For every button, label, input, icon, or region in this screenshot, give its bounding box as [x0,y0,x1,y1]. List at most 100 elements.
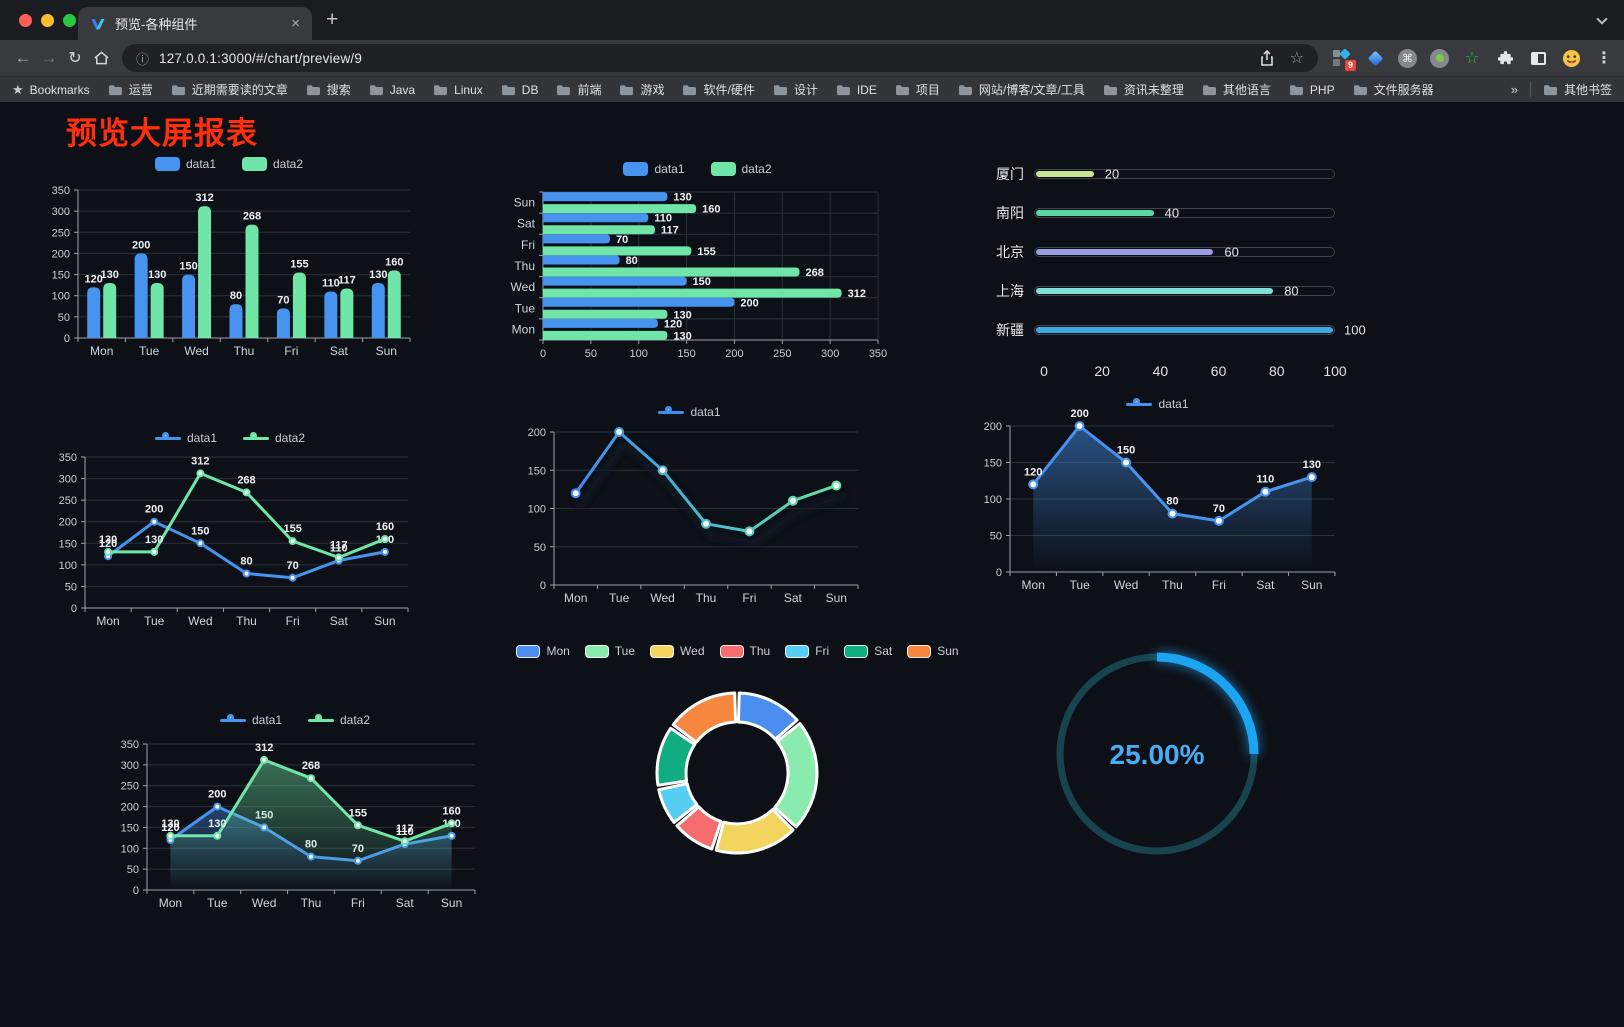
bar-data1-Mon[interactable] [87,287,101,338]
data-point-data1-Sun[interactable] [380,547,389,556]
bookmark-folder-item[interactable]: IDE [836,83,877,97]
puzzle-extension-icon[interactable] [1495,48,1515,68]
bookmark-folder-item[interactable]: 网站/博客/文章/工具 [958,81,1085,98]
bar-data1-Sat[interactable] [324,291,338,338]
new-tab-button[interactable]: + [326,8,339,31]
share-icon[interactable] [1260,50,1274,66]
legend-item-data1[interactable]: data1 [219,713,282,727]
donut-slice-Tue[interactable] [773,722,819,829]
bookmark-folder-item[interactable]: Linux [433,83,483,97]
bar-chart[interactable]: data1 data2 0 50 100 150 200 250 300 350 Mon Tue Wed… [40,150,418,366]
profile-avatar-icon[interactable] [1561,48,1581,68]
data-point-data2-Wed[interactable] [196,469,205,478]
legend-item-Thu[interactable]: Thu [719,644,770,658]
line-series[interactable] [570,427,846,547]
progress-row-新疆[interactable]: 新疆 100 [988,310,1366,349]
hbar-data2-Mon[interactable] [543,330,668,340]
legend-item-data2[interactable]: data2 [242,157,303,171]
data-point-data1-Fri[interactable] [288,573,297,582]
bookmark-folder-item[interactable]: 文件服务器 [1353,81,1434,98]
bar-data2-Fri[interactable] [292,272,306,338]
donut-slice-Mon[interactable] [736,691,799,741]
bookmark-folder-item[interactable]: 软件/硬件 [682,81,755,98]
data-point-data1-Tue[interactable] [614,427,625,437]
hbar-data2-Sat[interactable] [543,225,655,235]
bar-data2-Wed[interactable] [198,206,212,338]
gem-extension-icon[interactable] [1365,48,1385,68]
bookmark-folder-item[interactable]: Java [369,83,415,97]
data-point-data1-Sat[interactable] [787,495,798,506]
chart-canvas[interactable]: 0 50 100 150 200 250 300 350 Mon Tue Wed Thu Fri Sat S… [40,150,418,366]
legend-item-data1[interactable]: data1 [1126,397,1189,411]
url-text[interactable]: 127.0.0.1:3000/#/chart/preview/9 [159,50,363,66]
data-point-data2-Fri[interactable] [288,537,297,546]
hbar-data2-Sun[interactable] [543,204,697,214]
data-point-data1-Fri[interactable] [1213,515,1224,526]
bookmark-folder-item[interactable]: PHP [1289,83,1335,97]
star-extension-icon[interactable]: ☆ [1464,50,1480,67]
hbar-data1-Thu[interactable] [543,255,620,265]
donut-slice-Wed[interactable] [714,807,795,855]
data-point-data1-Fri[interactable] [744,526,755,537]
data-point-data1-Mon[interactable] [1028,479,1039,490]
data-point-data2-Tue[interactable] [150,547,159,556]
area-chart-single[interactable]: data1 0 50 100 150 200 Mon Tue Wed Thu Fri Sat Sun 12… [970,388,1345,602]
bookmark-folder-item[interactable]: 前端 [556,81,601,98]
data-point-data1-Wed[interactable] [196,539,205,548]
data-point-data2-Sat[interactable] [334,553,343,562]
progress-row-厦门[interactable]: 厦门 20 [988,154,1350,193]
proxy-extension-icon[interactable]: 9 [1332,48,1356,71]
bookmark-folder-item[interactable]: 游戏 [619,81,664,98]
bookmark-folder-item[interactable]: 运营 [108,81,153,98]
bookmark-folder-item[interactable]: 其他语言 [1202,81,1271,98]
command-extension-icon[interactable]: ⌘ [1398,48,1417,68]
address-bar[interactable]: ⓘ 127.0.0.1:3000/#/chart/preview/9 ☆ [122,44,1318,72]
data-point-data2-Wed[interactable] [260,755,269,764]
progress-row-上海[interactable]: 上海 80 [988,271,1350,310]
bookmarks-root-item[interactable]: ★ Bookmarks [12,82,90,98]
window-zoom-button[interactable] [63,14,76,27]
legend-item-data2[interactable]: data2 [308,713,370,727]
chart-canvas[interactable]: 0 50 100 150 200 Mon Tue Wed Thu Fri Sat Sun [512,400,867,612]
bookmark-folder-item[interactable]: 搜索 [306,81,351,98]
data-point-data1-Thu[interactable] [701,518,711,529]
bar-data1-Wed[interactable] [182,274,196,338]
bookmark-folder-item[interactable]: 近期需要读的文章 [171,81,288,98]
donut-slice-Fri[interactable] [657,782,699,824]
data-point-data2-Thu[interactable] [307,774,315,783]
data-point-data1-Tue[interactable] [1074,421,1085,431]
reload-icon[interactable]: ↻ [68,50,82,67]
data-point-data1-Sun[interactable] [831,480,842,491]
bar-data2-Mon[interactable] [103,283,117,338]
data-point-data2-Fri[interactable] [353,821,362,830]
progress-row-南阳[interactable]: 南阳 40 [988,193,1350,232]
gauge-chart[interactable]: 25.00% [1048,645,1266,863]
data-point-data1-Tue[interactable] [213,802,222,811]
data-point-data2-Sun[interactable] [380,535,389,543]
horizontal-bar-chart[interactable]: data1 data2 0 50 100 150 200 250 300 350 Sun Sat Fri… [505,158,890,368]
hbar-data2-Tue[interactable] [543,309,668,319]
progress-bars-chart[interactable]: 厦门 20 南阳 40 北京 60 上海 80 新疆 100 0 20 40 60 80 100 [988,152,1366,392]
legend-item-Sun[interactable]: Sun [907,644,959,658]
data-point-data2-Tue[interactable] [213,831,222,840]
legend-item-data2[interactable]: data2 [710,162,772,176]
tab-close-icon[interactable]: × [291,15,300,32]
tab-search-chevron-icon[interactable] [1596,13,1608,25]
bar-data1-Thu[interactable] [229,304,243,338]
progress-row-北京[interactable]: 北京 60 [988,232,1350,271]
back-icon[interactable]: ← [14,48,32,67]
data-point-data2-Sat[interactable] [400,837,409,846]
hbar-data1-Tue[interactable] [543,297,735,307]
bookmark-folder-item[interactable]: DB [501,83,538,97]
window-minimize-button[interactable] [41,14,54,27]
bookmark-star-icon[interactable]: ☆ [1289,50,1304,67]
bar-data1-Sun[interactable] [371,283,385,338]
bar-data2-Tue[interactable] [150,283,164,338]
donut-slice-Sat[interactable] [655,726,697,787]
bar-series[interactable]: 120 200 150 80 70 110 130 130 130 312 268 155 117 160 [85,192,404,338]
data-point-data1-Sat[interactable] [1260,486,1271,497]
data-point-data2-Sun[interactable] [447,819,456,828]
donut-chart[interactable]: Mon Tue Wed Thu Fri Sat Sun [516,638,959,890]
